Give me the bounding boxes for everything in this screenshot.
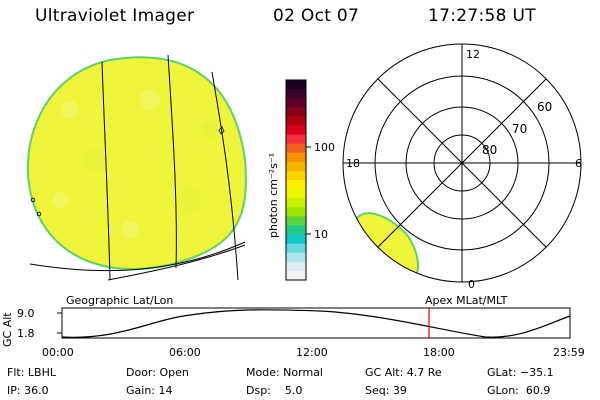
y-tick-9: 9.0 <box>17 307 35 320</box>
glat-value: GLat: −35.1 <box>487 366 554 379</box>
altitude-frame <box>61 307 571 339</box>
image-time: 17:27:58 UT <box>428 6 536 26</box>
disk-texture <box>52 90 218 239</box>
colorbar-band <box>286 125 306 136</box>
mlt-label-0: 0 <box>468 278 475 291</box>
geographic-image <box>26 54 247 281</box>
colorbar-band <box>286 80 306 90</box>
colorbar-band <box>286 143 306 154</box>
x-tick-0000: 00:00 <box>42 346 74 359</box>
mlt-label-18: 18 <box>346 157 360 170</box>
colorbar-gradient <box>286 80 306 281</box>
x-tick-0600: 06:00 <box>169 346 201 359</box>
earth-disk <box>26 56 247 271</box>
y-tick-1-8: 1.8 <box>17 327 35 340</box>
mlt-label-12: 12 <box>466 48 480 61</box>
ip-value: IP: 36.0 <box>7 384 49 397</box>
colorbar-band <box>286 252 306 263</box>
flt-filter: Flt: LBHL <box>7 366 56 379</box>
colorbar: 100 10 photon cm⁻²s⁻¹ <box>267 79 335 281</box>
colorbar-band <box>286 134 306 145</box>
colorbar-band <box>286 207 306 217</box>
mlat-label-70: 70 <box>512 122 527 136</box>
dsp-value: Dsp: 5.0 <box>246 384 303 397</box>
altitude-strip: 9.0 1.8 GC Alt Geographic Lat/Lon Apex M… <box>1 294 585 359</box>
colorbar-band <box>286 180 306 190</box>
gain-value: Gain: 14 <box>126 384 173 397</box>
x-tick-2359: 23:59 <box>553 346 585 359</box>
colorbar-frame <box>285 79 307 281</box>
coastline-marks <box>30 126 225 217</box>
colorbar-band <box>286 107 306 117</box>
gc-alt-value: GC Alt: 4.7 Re <box>365 366 442 379</box>
auroral-blob <box>356 212 419 282</box>
colorbar-band <box>286 225 306 236</box>
colorbar-band <box>286 270 306 281</box>
colorbar-unit-label: photon cm⁻²s⁻¹ <box>267 153 280 238</box>
polar-grid <box>342 43 582 283</box>
colorbar-band <box>286 261 306 272</box>
mlat-label-80: 80 <box>482 143 497 157</box>
colorbar-band <box>286 116 306 127</box>
colorbar-band <box>286 234 306 245</box>
colorbar-band <box>286 89 306 99</box>
seq-value: Seq: 39 <box>365 384 407 397</box>
x-tick-1800: 18:00 <box>423 346 455 359</box>
colorbar-band <box>286 198 306 208</box>
glon-value: GLon: 60.9 <box>487 384 551 397</box>
image-date: 02 Oct 07 <box>273 6 360 26</box>
colorbar-band <box>286 161 306 172</box>
mode-status: Mode: Normal <box>246 366 323 379</box>
mlat-label-60: 60 <box>537 100 552 114</box>
colorbar-band <box>286 98 306 108</box>
geographic-caption: Geographic Lat/Lon <box>66 294 173 307</box>
colorbar-band <box>286 189 306 199</box>
polar-plot: 12 18 6 0 80 70 60 <box>342 43 582 291</box>
colorbar-band <box>286 152 306 163</box>
x-tick-1200: 12:00 <box>296 346 328 359</box>
instrument-title: Ultraviolet Imager <box>35 6 195 26</box>
mlt-label-6: 6 <box>575 157 582 170</box>
altitude-axis-label: GC Alt <box>1 312 14 347</box>
door-status: Door: Open <box>126 366 189 379</box>
colorbar-label-10: 10 <box>314 228 328 241</box>
colorbar-band <box>286 216 306 227</box>
graticule-lines <box>29 54 246 281</box>
apex-caption: Apex MLat/MLT <box>425 294 508 307</box>
colorbar-band <box>286 243 306 254</box>
colorbar-band <box>286 170 306 181</box>
altitude-curve <box>61 309 571 338</box>
colorbar-label-100: 100 <box>314 141 335 154</box>
